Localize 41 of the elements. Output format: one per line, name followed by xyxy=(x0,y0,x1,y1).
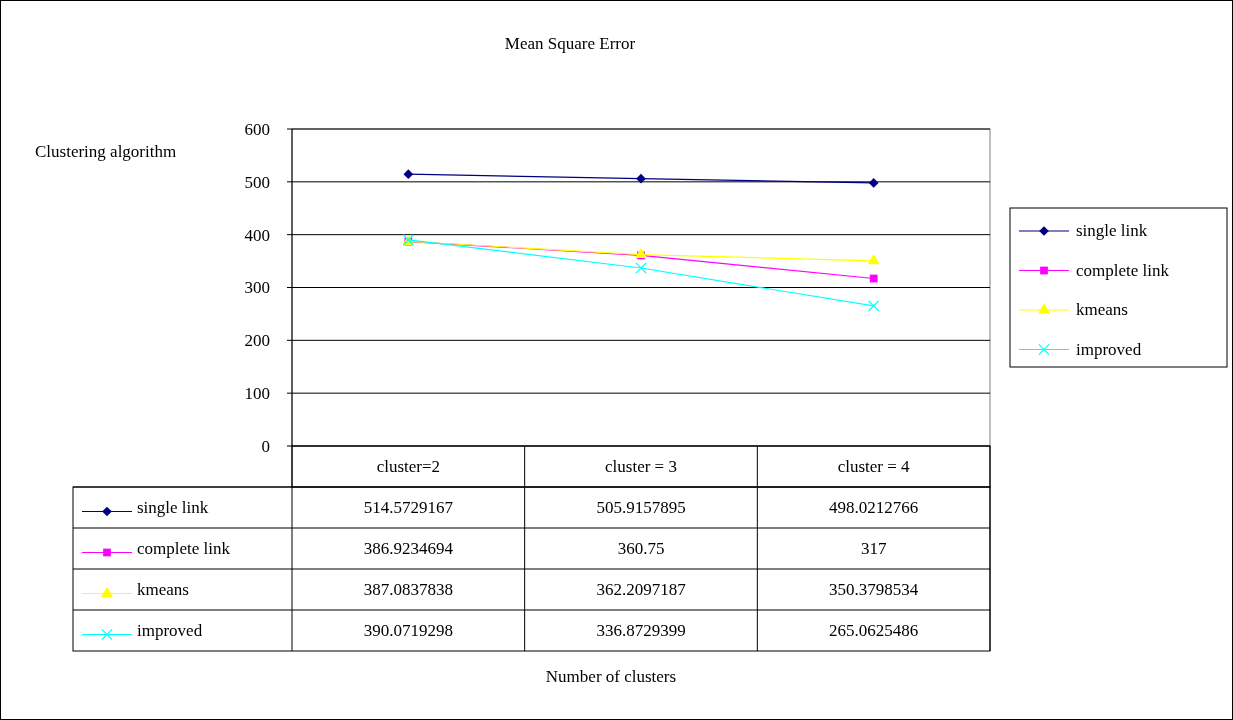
data-label: 350.3798534 xyxy=(829,580,919,600)
legend-label: improved xyxy=(1076,339,1142,359)
point xyxy=(636,173,646,184)
data-label: 336.8729399 xyxy=(596,621,686,641)
point xyxy=(869,274,878,283)
point xyxy=(868,178,879,188)
text: complete link xyxy=(137,539,231,559)
point xyxy=(635,262,647,274)
y-tick-label: 600 xyxy=(244,119,270,139)
y-tick-label: 100 xyxy=(244,384,270,404)
y-tick-label: 200 xyxy=(244,331,270,351)
point xyxy=(635,247,647,259)
text: kmeans xyxy=(137,580,189,600)
data-label: 386.9234694 xyxy=(363,539,454,559)
point xyxy=(867,254,880,265)
legend-label: complete link xyxy=(1076,260,1170,280)
point xyxy=(403,169,414,179)
data-label: 514.5729167 xyxy=(363,498,454,518)
y-tick-label: 400 xyxy=(244,225,270,245)
x-tick-label: cluster = 4 xyxy=(837,457,911,477)
y-axis-title: Clustering algorithm xyxy=(35,142,177,161)
x-tick-label: cluster=2 xyxy=(376,457,441,477)
y-tick-label: 0 xyxy=(261,436,270,456)
data-label: 505.9157895 xyxy=(596,498,686,518)
data-label: 317 xyxy=(860,539,887,559)
chart-title: Mean Square Error xyxy=(504,34,636,53)
data-label: 360.75 xyxy=(617,539,665,559)
text: improved xyxy=(137,621,203,641)
text: single link xyxy=(137,498,209,518)
y-tick-label: 300 xyxy=(244,278,270,298)
data-label: 498.0212766 xyxy=(829,498,919,518)
data-label: 390.0719298 xyxy=(363,621,453,641)
y-tick-label: 500 xyxy=(244,172,270,192)
text: Number of clusters xyxy=(545,667,677,686)
legend-label: kmeans xyxy=(1076,300,1128,320)
point xyxy=(867,300,880,312)
legend-label: single link xyxy=(1076,221,1148,241)
x-tick-label: cluster = 3 xyxy=(605,457,677,477)
data-label: 362.2097187 xyxy=(596,580,687,600)
data-label: 387.0837838 xyxy=(363,580,453,600)
data-label: 265.0625486 xyxy=(829,621,919,641)
